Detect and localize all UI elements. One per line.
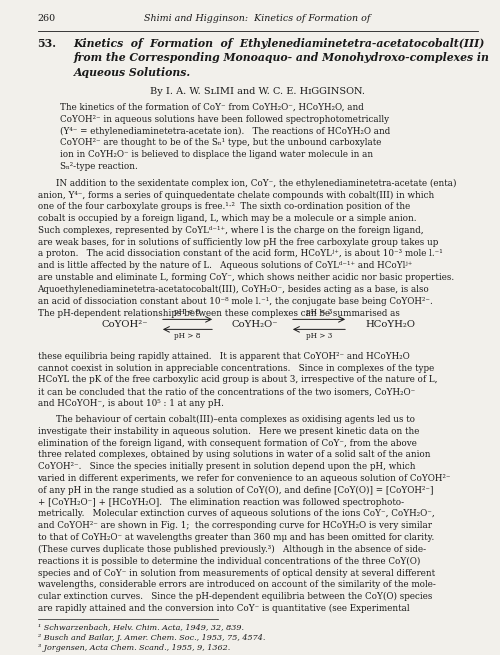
Text: pH > 8: pH > 8: [174, 332, 201, 341]
Text: (Y⁴⁻ = ethylenediaminetetra-acetate ion).   The reactions of HCoYH₂O and: (Y⁴⁻ = ethylenediaminetetra-acetate ion)…: [60, 126, 390, 136]
Text: ¹ Schwarzenbach, Helv. Chim. Acta, 1949, 32, 839.: ¹ Schwarzenbach, Helv. Chim. Acta, 1949,…: [38, 623, 244, 631]
Text: The behaviour of certain cobalt(III)–enta complexes as oxidising agents led us t: The behaviour of certain cobalt(III)–ent…: [56, 415, 414, 424]
Text: varied in different experiments, we refer for convenience to an aqueous solution: varied in different experiments, we refe…: [38, 474, 451, 483]
Text: + [CoYH₂O⁻] + [HCoYH₂O].   The elimination reaction was followed spectrophoto-: + [CoYH₂O⁻] + [HCoYH₂O]. The elimination…: [38, 498, 404, 506]
Text: CoYH₂O⁻: CoYH₂O⁻: [232, 320, 278, 329]
Text: Such complexes, represented by CoYLᵈ⁻¹⁺, where l is the charge on the foreign li: Such complexes, represented by CoYLᵈ⁻¹⁺,…: [38, 226, 423, 235]
Text: The kinetics of the formation of CoY⁻ from CoYH₂O⁻, HCoYH₂O, and: The kinetics of the formation of CoY⁻ fr…: [60, 103, 363, 112]
Text: one of the four carboxylate groups is free.¹·²  The sixth co-ordination position: one of the four carboxylate groups is fr…: [38, 202, 410, 212]
Text: elimination of the foreign ligand, with consequent formation of CoY⁻, from the a: elimination of the foreign ligand, with …: [38, 439, 416, 447]
Text: of any pH in the range studied as a solution of CoY(O), and define [CoY(O)] = [C: of any pH in the range studied as a solu…: [38, 486, 433, 495]
Text: wavelengths, considerable errors are introduced on account of the similarity of : wavelengths, considerable errors are int…: [38, 580, 436, 590]
Text: a proton.   The acid dissociation constant of the acid form, HCoYLʲ⁺, is about 1: a proton. The acid dissociation constant…: [38, 250, 442, 259]
Text: cular extinction curves.   Since the pH-dependent equilibria between the CoY(O) : cular extinction curves. Since the pH-de…: [38, 592, 432, 601]
Text: ³ Jorgensen, Acta Chem. Scand., 1955, 9, 1362.: ³ Jorgensen, Acta Chem. Scand., 1955, 9,…: [38, 645, 230, 652]
Text: By I. A. W. SʟIMI and W. C. E. HɪGGINSON.: By I. A. W. SʟIMI and W. C. E. HɪGGINSON…: [150, 86, 365, 96]
Text: 260: 260: [38, 14, 56, 23]
Text: CoYOH²⁻ in aqueous solutions have been followed spectrophotometrically: CoYOH²⁻ in aqueous solutions have been f…: [60, 115, 388, 124]
Text: Aquoethylenediaminetetra-acetatocobalt(III), CoYH₂O⁻, besides acting as a base, : Aquoethylenediaminetetra-acetatocobalt(I…: [38, 285, 429, 294]
Text: pH < 3: pH < 3: [306, 309, 332, 316]
Text: pH > 3: pH > 3: [306, 332, 332, 341]
Text: are unstable and eliminate L, forming CoY⁻, which shows neither acidic nor basic: are unstable and eliminate L, forming Co…: [38, 273, 454, 282]
Text: three related complexes, obtained by using solutions in water of a solid salt of: three related complexes, obtained by usi…: [38, 451, 430, 459]
Text: (These curves duplicate those published previously.³)   Although in the absence : (These curves duplicate those published …: [38, 545, 426, 554]
Text: HCoYH₂O: HCoYH₂O: [365, 320, 415, 329]
Text: and is little affected by the nature of L.   Aqueous solutions of CoYLᵈ⁻¹⁺ and H: and is little affected by the nature of …: [38, 261, 412, 271]
Text: The pH-dependent relationships between these complexes can be summarised as: The pH-dependent relationships between t…: [38, 309, 400, 318]
Text: and CoYOH²⁻ are shown in Fig. 1;  the corresponding curve for HCoYH₂O is very si: and CoYOH²⁻ are shown in Fig. 1; the cor…: [38, 521, 432, 531]
Text: Shimi and Higginson:  Kinetics of Formation of: Shimi and Higginson: Kinetics of Formati…: [144, 14, 370, 23]
Text: cobalt is occupied by a foreign ligand, L, which may be a molecule or a simple a: cobalt is occupied by a foreign ligand, …: [38, 214, 416, 223]
Text: investigate their instability in aqueous solution.   Here we present kinetic dat: investigate their instability in aqueous…: [38, 427, 419, 436]
Text: reactions it is possible to determine the individual concentrations of the three: reactions it is possible to determine th…: [38, 557, 420, 566]
Text: it can be concluded that the ratio of the concentrations of the two isomers, CoY: it can be concluded that the ratio of th…: [38, 387, 415, 396]
Text: Aqueous Solutions.: Aqueous Solutions.: [74, 67, 190, 78]
Text: IN addition to the sexidentate complex ion, CoY⁻, the ethylenediaminetetra-aceta: IN addition to the sexidentate complex i…: [56, 179, 456, 188]
Text: ion in CoYH₂O⁻ is believed to displace the ligand water molecule in an: ion in CoYH₂O⁻ is believed to displace t…: [60, 150, 372, 159]
Text: are rapidly attained and the conversion into CoY⁻ is quantitative (see Experimen: are rapidly attained and the conversion …: [38, 604, 409, 613]
Text: are weak bases, for in solutions of sufficiently low pH the free carboxylate gro: are weak bases, for in solutions of suff…: [38, 238, 438, 247]
Text: HCoYL the pΚ of the free carboxylic acid group is about 3, irrespective of the n: HCoYL the pΚ of the free carboxylic acid…: [38, 375, 437, 384]
Text: an acid of dissociation constant about 10⁻⁸ mole l.⁻¹, the conjugate base being : an acid of dissociation constant about 1…: [38, 297, 432, 306]
Text: species and of CoY⁻ in solution from measurements of optical density at several : species and of CoY⁻ in solution from mea…: [38, 569, 434, 578]
Text: Sₙ²-type reaction.: Sₙ²-type reaction.: [60, 162, 137, 171]
Text: anion, Y⁴⁻, forms a series of quinquedentate chelate compounds with cobalt(III) : anion, Y⁴⁻, forms a series of quinqueden…: [38, 191, 434, 200]
Text: cannot coexist in solution in appreciable concentrations.   Since in complexes o: cannot coexist in solution in appreciabl…: [38, 364, 434, 373]
Text: these equilibria being rapidly attained.   It is apparent that CoYOH²⁻ and HCoYH: these equilibria being rapidly attained.…: [38, 352, 409, 361]
Text: to that of CoYH₂O⁻ at wavelengths greater than 360 mμ and has been omitted for c: to that of CoYH₂O⁻ at wavelengths greate…: [38, 533, 434, 542]
Text: 53.: 53.: [38, 38, 56, 48]
Text: CoYOH²⁻.   Since the species initially present in solution depend upon the pH, w: CoYOH²⁻. Since the species initially pre…: [38, 462, 415, 471]
Text: and HCoYOH⁻, is about 10⁵ : 1 at any pH.: and HCoYOH⁻, is about 10⁵ : 1 at any pH.: [38, 399, 224, 408]
Text: from the Corresponding Monoaquo- and Monohydroxo-complexes in: from the Corresponding Monoaquo- and Mon…: [74, 52, 490, 64]
Text: CoYOH²⁻: CoYOH²⁻: [102, 320, 148, 329]
Text: Kinetics  of  Formation  of  Ethylenediaminetetra-acetatocobalt(III): Kinetics of Formation of Ethylenediamine…: [74, 38, 485, 48]
Text: CoYOH²⁻ are thought to be of the Sₙ¹ type, but the unbound carboxylate: CoYOH²⁻ are thought to be of the Sₙ¹ typ…: [60, 138, 381, 147]
Text: metrically.   Molecular extinction curves of aqueous solutions of the ions CoY⁻,: metrically. Molecular extinction curves …: [38, 510, 434, 519]
Text: ² Busch and Bailar, J. Amer. Chem. Soc., 1953, 75, 4574.: ² Busch and Bailar, J. Amer. Chem. Soc.,…: [38, 633, 265, 642]
Text: pH < 8: pH < 8: [174, 309, 201, 316]
